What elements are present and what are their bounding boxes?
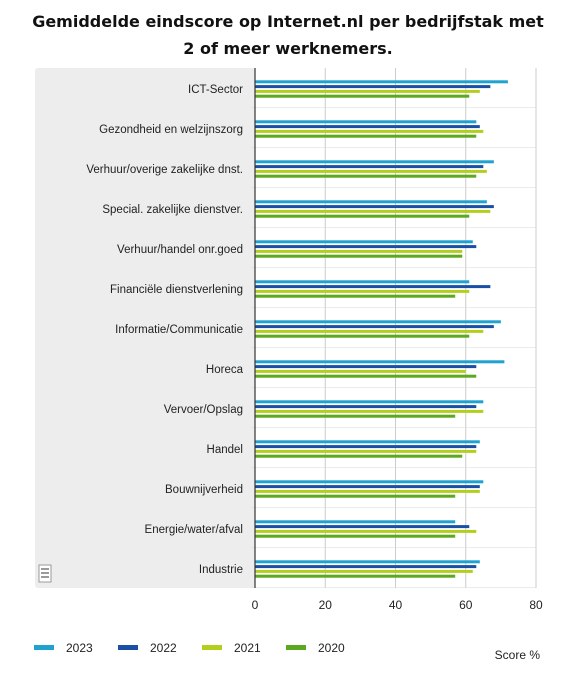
bar-2020 [255,414,456,418]
bar-2022 [255,165,484,169]
bar-2022 [255,565,477,569]
bar-2023 [255,240,473,244]
category-label: Financiële dienstverlening [110,284,243,296]
category-label: Verhuur/handel onr.goed [117,244,243,256]
bar-2023 [255,200,487,204]
bar-2023 [255,560,480,564]
bar-2020 [255,254,463,258]
bar-2023 [255,80,508,84]
category-label: Gezondheid en welzijnszorg [99,124,243,136]
category-label: Verhuur/overige zakelijke dnst. [86,164,243,176]
bar-2023 [255,360,505,364]
bar-2021 [255,449,477,453]
category-label: Energie/water/afval [145,524,243,536]
x-tick-label: 0 [252,598,259,612]
bar-2021 [255,289,470,293]
bar-2021 [255,529,477,533]
bar-2020 [255,454,463,458]
bar-2023 [255,400,484,404]
bar-2023 [255,120,477,124]
bar-2022 [255,485,480,489]
category-label: Bouwnijverheid [165,484,243,496]
category-label: Vervoer/Opslag [164,404,243,416]
bar-2022 [255,365,477,369]
bar-2022 [255,325,494,329]
legend-swatch-2022 [118,645,138,651]
bar-2022 [255,125,480,129]
bar-2021 [255,329,484,333]
bar-2022 [255,285,491,289]
legend-swatch-2020 [286,645,306,651]
legend-label-2020: 2020 [318,640,345,655]
category-label: Handel [207,444,243,456]
bar-2020 [255,94,470,98]
x-axis-label: Score % [494,648,540,662]
bar-2020 [255,494,456,498]
bar-2023 [255,280,470,284]
bar-2023 [255,160,494,164]
bar-2021 [255,209,491,213]
bar-2020 [255,174,477,178]
legend-swatch-2023 [34,645,54,651]
legend-label-2022: 2022 [150,640,177,655]
bar-2022 [255,245,477,249]
legend-item-2023: 2023 [34,640,93,655]
bar-2022 [255,205,494,209]
category-label: Informatie/Communicatie [115,324,243,336]
bar-2021 [255,129,484,133]
bar-2023 [255,480,484,484]
category-label: Horeca [206,364,244,376]
legend-item-2022: 2022 [118,640,177,655]
bar-2022 [255,445,477,449]
legend-label-2021: 2021 [234,640,261,655]
bar-2022 [255,525,470,529]
category-label: Special. zakelijke dienstver. [102,204,243,216]
bar-2023 [255,320,501,324]
cbs-logo-icon [38,564,52,583]
legend-label-2023: 2023 [66,640,93,655]
bar-2022 [255,405,477,409]
bar-2020 [255,214,470,218]
bar-2021 [255,489,480,493]
chart-title: Gemiddelde eindscore op Internet.nl per … [32,12,544,58]
bar-2021 [255,249,463,253]
category-label: Industrie [199,564,243,576]
bar-2020 [255,334,470,338]
bar-2020 [255,294,456,298]
bar-2021 [255,169,487,173]
x-tick-label: 20 [319,598,333,612]
bar-2023 [255,440,480,444]
category-label: ICT-Sector [188,84,243,96]
bar-2022 [255,85,491,89]
x-tick-label: 80 [529,598,543,612]
bar-2020 [255,574,456,578]
plot-label-panel [35,68,255,588]
bar-2021 [255,569,473,573]
bar-2020 [255,134,477,138]
legend-item-2020: 2020 [286,640,345,655]
bar-2021 [255,369,466,373]
bar-2021 [255,409,484,413]
legend-item-2021: 2021 [202,640,261,655]
bar-2020 [255,534,456,538]
bar-2020 [255,374,477,378]
x-tick-label: 40 [389,598,403,612]
legend-swatch-2021 [202,645,222,651]
bar-2023 [255,520,456,524]
bar-2021 [255,89,480,93]
x-tick-label: 60 [459,598,473,612]
